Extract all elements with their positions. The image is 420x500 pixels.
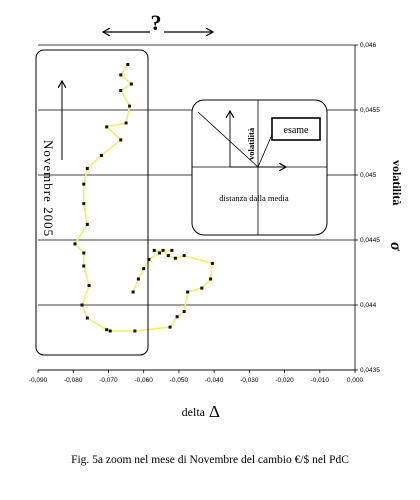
data-point xyxy=(136,277,140,281)
y-ticks: 0,0435 0,044 0,0445 0,045 0,0455 0,046 xyxy=(355,42,380,374)
data-point xyxy=(119,89,123,92)
data-point xyxy=(170,248,174,252)
x-tick-label: -0,050 xyxy=(170,377,189,384)
y-tick-label: 0,0435 xyxy=(360,367,380,374)
data-point xyxy=(182,254,186,258)
y-tick-label: 0,045 xyxy=(360,172,377,179)
data-point xyxy=(182,310,186,313)
y-axis-title: volatilità σ xyxy=(387,160,404,251)
data-point xyxy=(200,286,204,290)
x-axis-label: delta xyxy=(182,405,206,419)
x-tick-label: 0,000 xyxy=(347,377,364,384)
data-point xyxy=(158,251,162,255)
data-point xyxy=(124,121,128,125)
data-point xyxy=(119,138,123,142)
x-tick-label: -0,030 xyxy=(240,377,259,384)
data-point xyxy=(129,82,133,86)
x-tick-label: -0,040 xyxy=(205,377,224,384)
data-point xyxy=(173,256,177,260)
data-point xyxy=(108,329,112,333)
data-point xyxy=(131,290,135,294)
zoom-label: Novembre 2005 xyxy=(41,140,56,237)
data-point xyxy=(85,222,89,226)
data-point xyxy=(85,316,89,320)
x-ticks: -0,090 -0,080 -0,070 -0,060 -0,050 -0,040 -0,0… xyxy=(29,370,364,384)
inset-exam-label: esame xyxy=(284,125,310,136)
y-tick-label: 0,0455 xyxy=(360,107,380,114)
data-point xyxy=(147,258,151,261)
x-axis-symbol: Δ xyxy=(209,402,220,421)
inset-diagram: esame volatilità distanza dalla media xyxy=(191,99,328,236)
series-line xyxy=(74,64,214,332)
inset-diagonal-line xyxy=(197,111,259,168)
data-point xyxy=(82,202,86,206)
figure-caption: Fig. 5a zoom nel mese di Novembre del ca… xyxy=(71,453,349,466)
y-tick-label: 0,044 xyxy=(360,302,377,309)
header-question-mark: ? xyxy=(151,10,162,35)
data-point xyxy=(133,329,137,333)
data-point xyxy=(168,325,172,329)
x-tick-label: -0,090 xyxy=(29,377,48,384)
y-tick-label: 0,0445 xyxy=(360,237,380,244)
data-point xyxy=(126,63,130,66)
y-tick-label: 0,046 xyxy=(360,42,377,49)
data-point xyxy=(80,303,84,307)
data-point xyxy=(128,104,132,108)
inset-exam-box xyxy=(271,117,321,141)
data-point xyxy=(166,254,170,258)
zoom-box xyxy=(35,49,149,356)
data-point xyxy=(82,251,86,255)
y-axis-symbol: σ xyxy=(387,242,404,251)
data-point xyxy=(152,248,156,252)
data-point xyxy=(99,154,103,157)
x-tick-label: -0,080 xyxy=(64,377,83,384)
x-tick-label: -0,010 xyxy=(311,377,330,384)
data-point xyxy=(87,284,91,287)
header-double-arrow: ? xyxy=(104,10,212,35)
x-tick-label: -0,020 xyxy=(275,377,294,384)
series xyxy=(73,63,214,333)
data-point xyxy=(105,328,109,332)
data-point xyxy=(209,277,213,281)
x-tick-label: -0,060 xyxy=(134,377,153,384)
data-point xyxy=(142,267,146,271)
inset-axis-label: volatilità xyxy=(246,127,256,160)
data-point xyxy=(186,290,190,294)
data-point xyxy=(105,125,109,129)
data-point xyxy=(210,261,214,265)
data-point xyxy=(85,167,89,170)
data-point xyxy=(73,242,77,246)
y-axis-label: volatilità xyxy=(390,160,404,205)
inset-caption: distanza dalla media xyxy=(219,193,289,203)
data-point xyxy=(175,315,179,319)
data-point xyxy=(161,248,165,252)
x-tick-label: -0,070 xyxy=(99,377,118,384)
data-point xyxy=(82,264,86,268)
data-point xyxy=(119,73,123,77)
x-axis-title: delta Δ xyxy=(182,402,220,421)
data-point xyxy=(82,182,86,186)
